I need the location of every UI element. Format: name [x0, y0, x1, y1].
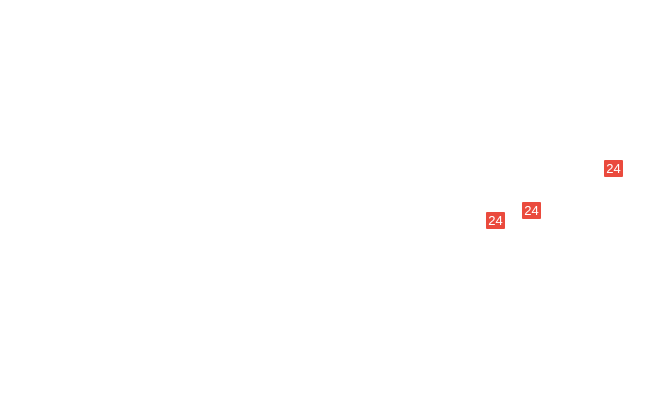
count-badge[interactable]: 24	[604, 160, 623, 177]
count-badge-label: 24	[524, 203, 539, 218]
count-badge-label: 24	[606, 161, 621, 176]
count-badge[interactable]: 24	[486, 212, 505, 229]
count-badge-label: 24	[488, 213, 503, 228]
count-badge[interactable]: 24	[522, 202, 541, 219]
